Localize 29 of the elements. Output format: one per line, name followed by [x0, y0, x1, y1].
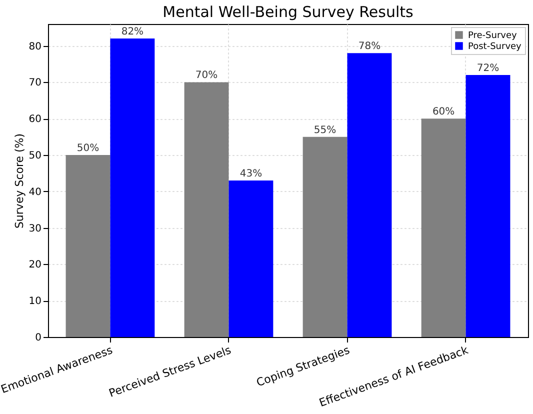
y-tick-label: 0 [35, 332, 42, 344]
bar [228, 180, 274, 337]
bar [184, 82, 229, 337]
bar [302, 136, 348, 337]
y-axis-title: Survey Score (%) [12, 133, 26, 229]
y-tick-label: 40 [28, 186, 42, 198]
data-label: 82% [121, 26, 144, 38]
y-tick-label: 70 [28, 78, 42, 89]
legend-label: Pre-Survey [468, 31, 518, 41]
bar [110, 38, 155, 337]
data-label: 70% [195, 70, 218, 82]
y-tick-label: 10 [28, 296, 42, 308]
y-tick-label: 30 [28, 223, 42, 234]
y-tick-label: 50 [28, 150, 42, 162]
data-label: 43% [240, 168, 262, 180]
y-tick-label: 60 [28, 114, 42, 126]
bar [347, 53, 392, 337]
bar [466, 74, 510, 337]
data-label: 50% [76, 143, 100, 154]
bar [421, 118, 466, 337]
data-label: 55% [314, 124, 336, 136]
y-tick-label: 80 [28, 41, 42, 52]
data-label: 72% [476, 62, 500, 74]
data-label: 78% [358, 41, 381, 52]
y-tick-label: 20 [28, 260, 42, 271]
legend-label: Post-Survey [468, 42, 522, 52]
chart-title: Mental Well-Being Survey Results [162, 3, 414, 21]
bar [66, 155, 110, 337]
data-label: 60% [432, 106, 455, 118]
